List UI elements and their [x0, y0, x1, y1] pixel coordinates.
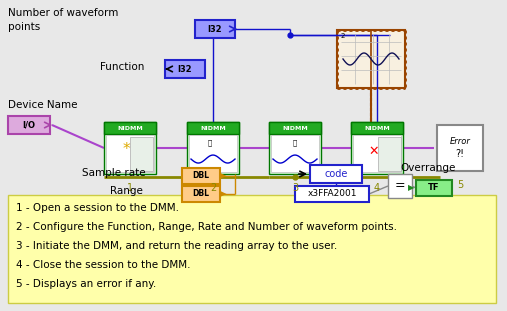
- Bar: [104, 122, 156, 134]
- Text: 2: 2: [210, 183, 216, 193]
- Bar: [106, 135, 154, 172]
- Bar: [378, 137, 401, 171]
- Text: ✕: ✕: [369, 145, 379, 158]
- Text: Device Name: Device Name: [8, 100, 78, 110]
- Text: NIDMM: NIDMM: [364, 126, 390, 131]
- Text: I32: I32: [208, 25, 222, 34]
- Text: 4: 4: [374, 183, 380, 193]
- Text: Range: Range: [110, 186, 143, 196]
- Bar: [269, 122, 321, 174]
- Text: 4 - Close the session to the DMM.: 4 - Close the session to the DMM.: [16, 260, 191, 270]
- Bar: [182, 168, 220, 184]
- Bar: [195, 20, 235, 38]
- Text: 2 - Configure the Function, Range, Rate and Number of waveform points.: 2 - Configure the Function, Range, Rate …: [16, 222, 397, 232]
- Text: Sample rate: Sample rate: [82, 168, 146, 178]
- Bar: [337, 30, 405, 88]
- Bar: [187, 122, 239, 174]
- Text: 2: 2: [341, 33, 345, 39]
- Bar: [310, 165, 362, 183]
- Bar: [416, 180, 452, 196]
- Text: 3: 3: [292, 183, 298, 193]
- Text: 3 - Initiate the DMM, and return the reading array to the user.: 3 - Initiate the DMM, and return the rea…: [16, 241, 337, 251]
- Bar: [353, 135, 401, 172]
- Bar: [388, 174, 412, 198]
- Bar: [437, 125, 483, 171]
- Text: 5 - Displays an error if any.: 5 - Displays an error if any.: [16, 279, 156, 289]
- Bar: [165, 60, 205, 78]
- Text: ▶: ▶: [408, 183, 414, 193]
- Bar: [8, 195, 496, 303]
- Bar: [182, 186, 220, 202]
- Text: points: points: [8, 22, 40, 32]
- Text: DBL: DBL: [193, 171, 209, 180]
- Bar: [130, 137, 153, 171]
- Text: x3FFA2001: x3FFA2001: [307, 189, 357, 198]
- Bar: [295, 186, 369, 202]
- Text: NIDMM: NIDMM: [200, 126, 226, 131]
- Text: 1 - Open a session to the DMM.: 1 - Open a session to the DMM.: [16, 203, 179, 213]
- Bar: [104, 122, 156, 174]
- Text: DBL: DBL: [193, 189, 209, 198]
- Text: code: code: [324, 169, 348, 179]
- Bar: [351, 122, 403, 174]
- Text: I32: I32: [177, 64, 192, 73]
- Bar: [187, 122, 239, 134]
- Text: Error: Error: [450, 137, 470, 146]
- Text: 👓: 👓: [293, 139, 297, 146]
- Bar: [189, 135, 237, 172]
- Text: ▶: ▶: [220, 189, 227, 198]
- Bar: [271, 135, 319, 172]
- Text: ?!: ?!: [455, 149, 464, 159]
- Text: Overrange: Overrange: [400, 163, 455, 173]
- Text: Function: Function: [100, 62, 144, 72]
- Text: TF: TF: [428, 183, 440, 193]
- Bar: [269, 122, 321, 134]
- Text: =: =: [394, 179, 405, 193]
- Text: Number of waveform: Number of waveform: [8, 8, 118, 18]
- Text: NIDMM: NIDMM: [282, 126, 308, 131]
- Text: 5: 5: [457, 180, 463, 190]
- Text: ▶: ▶: [220, 171, 227, 180]
- Text: 1: 1: [127, 183, 133, 193]
- Text: 🔧: 🔧: [208, 139, 212, 146]
- Text: *: *: [122, 142, 130, 156]
- Bar: [351, 122, 403, 134]
- Bar: [8, 116, 50, 134]
- Text: NIDMM: NIDMM: [117, 126, 143, 131]
- Text: I/O: I/O: [22, 120, 35, 129]
